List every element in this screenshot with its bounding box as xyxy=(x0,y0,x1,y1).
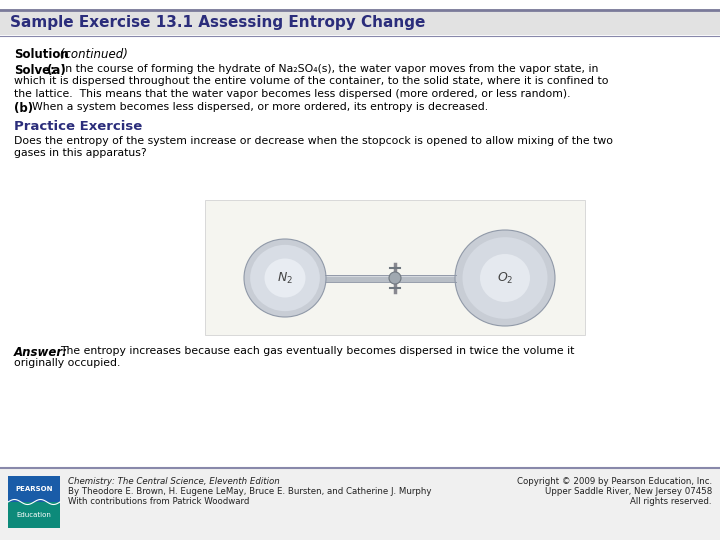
Bar xyxy=(0,468,720,540)
Text: (continued): (continued) xyxy=(56,48,128,61)
Text: With contributions from Patrick Woodward: With contributions from Patrick Woodward xyxy=(68,497,249,506)
Bar xyxy=(8,476,60,502)
Text: $N_2$: $N_2$ xyxy=(277,271,293,286)
Ellipse shape xyxy=(264,259,305,298)
Text: Sample Exercise 13.1 Assessing Entropy Change: Sample Exercise 13.1 Assessing Entropy C… xyxy=(10,15,426,30)
Bar xyxy=(0,9,720,35)
Ellipse shape xyxy=(480,254,530,302)
Text: originally occupied.: originally occupied. xyxy=(14,359,120,368)
Ellipse shape xyxy=(462,237,547,319)
Text: gases in this apparatus?: gases in this apparatus? xyxy=(14,148,147,159)
Text: which it is dispersed throughout the entire volume of the container, to the soli: which it is dispersed throughout the ent… xyxy=(14,77,608,86)
Text: Education: Education xyxy=(17,512,51,518)
Text: Upper Saddle River, New Jersey 07458: Upper Saddle River, New Jersey 07458 xyxy=(545,487,712,496)
Text: Solve:: Solve: xyxy=(14,64,55,77)
Ellipse shape xyxy=(244,239,326,317)
Text: When a system becomes less dispersed, or more ordered, its entropy is decreased.: When a system becomes less dispersed, or… xyxy=(32,102,488,112)
Bar xyxy=(325,274,456,276)
Text: (b): (b) xyxy=(14,102,33,115)
Text: PEARSON: PEARSON xyxy=(15,486,53,492)
Bar xyxy=(325,274,456,281)
Text: (a): (a) xyxy=(47,64,66,77)
Ellipse shape xyxy=(389,272,401,284)
Text: the lattice.  This means that the water vapor becomes less dispersed (more order: the lattice. This means that the water v… xyxy=(14,89,570,99)
Text: $O_2$: $O_2$ xyxy=(497,271,513,286)
Bar xyxy=(8,502,60,528)
Text: Solution: Solution xyxy=(14,48,68,61)
Text: Copyright © 2009 by Pearson Education, Inc.: Copyright © 2009 by Pearson Education, I… xyxy=(517,477,712,486)
Text: Practice Exercise: Practice Exercise xyxy=(14,120,143,133)
Text: Does the entropy of the system increase or decrease when the stopcock is opened : Does the entropy of the system increase … xyxy=(14,136,613,146)
Ellipse shape xyxy=(250,245,320,311)
Text: All rights reserved.: All rights reserved. xyxy=(631,497,712,506)
Ellipse shape xyxy=(455,230,555,326)
Text: Chemistry: The Central Science, Eleventh Edition: Chemistry: The Central Science, Eleventh… xyxy=(68,477,280,486)
Text: By Theodore E. Brown, H. Eugene LeMay, Bruce E. Bursten, and Catherine J. Murphy: By Theodore E. Brown, H. Eugene LeMay, B… xyxy=(68,487,431,496)
Text: In the course of forming the hydrate of Na₂SO₄(s), the water vapor moves from th: In the course of forming the hydrate of … xyxy=(62,64,598,74)
Bar xyxy=(205,200,585,335)
Text: The entropy increases because each gas eventually becomes dispersed in twice the: The entropy increases because each gas e… xyxy=(60,346,575,356)
Text: Answer:: Answer: xyxy=(14,346,68,359)
